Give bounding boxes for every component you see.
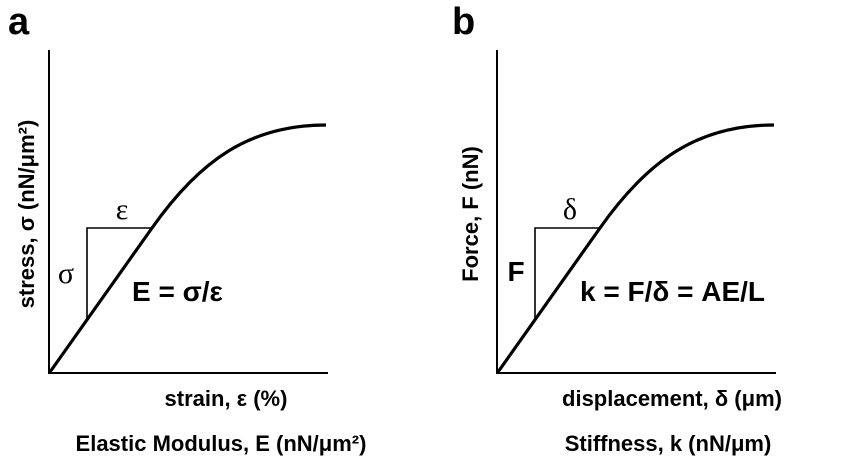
equation-a: E = σ/ε — [132, 276, 223, 307]
run-symbol-a: ε — [116, 193, 129, 226]
x-axis-label-a: strain, ε (%) — [165, 386, 288, 411]
panel-a: a ε σ E = σ/ε stress, σ (nN/μm²) strain,… — [8, 1, 366, 456]
panel-letter-a: a — [8, 1, 30, 43]
x-axis-label-b: displacement, δ (μm) — [562, 386, 782, 411]
y-axis-label-a: stress, σ (nN/μm²) — [14, 120, 39, 309]
panel-letter-b: b — [452, 1, 475, 43]
slope-triangle-b — [534, 227, 600, 318]
rise-symbol-a: σ — [58, 257, 74, 290]
slope-triangle-a — [86, 227, 152, 318]
stress-strain-curve — [48, 123, 327, 373]
run-symbol-b: δ — [563, 193, 577, 226]
force-displacement-curve — [496, 123, 775, 373]
rise-symbol-b: F — [507, 256, 524, 287]
equation-b: k = F/δ = AE/L — [580, 276, 765, 307]
panel-b: b δ F k = F/δ = AE/L Force, F (nN) displ… — [452, 1, 782, 456]
y-axis-label-b: Force, F (nN) — [458, 146, 483, 282]
caption-b: Stiffness, k (nN/μm) — [565, 431, 772, 456]
caption-a: Elastic Modulus, E (nN/μm²) — [76, 431, 367, 456]
